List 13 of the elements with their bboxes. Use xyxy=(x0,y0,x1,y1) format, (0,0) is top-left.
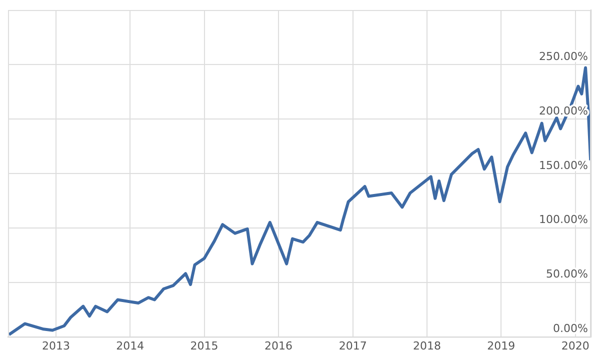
x-tick-label: 2016 xyxy=(264,339,292,352)
x-tick-label: 2018 xyxy=(413,339,442,352)
x-tick-label: 2020 xyxy=(561,339,590,352)
y-tick-label: 50.00% xyxy=(546,268,588,281)
x-tick-label: 2017 xyxy=(338,339,367,352)
x-tick-label: 2013 xyxy=(42,339,70,352)
y-tick-label: 0.00% xyxy=(553,322,588,336)
y-tick-label: 250.00% xyxy=(539,50,588,63)
x-tick-label: 2019 xyxy=(487,339,516,352)
y-tick-label: 150.00% xyxy=(539,158,588,172)
x-tick-label: 2015 xyxy=(190,339,218,352)
x-tick-label: 2014 xyxy=(116,339,144,352)
y-tick-label: 100.00% xyxy=(539,213,588,226)
